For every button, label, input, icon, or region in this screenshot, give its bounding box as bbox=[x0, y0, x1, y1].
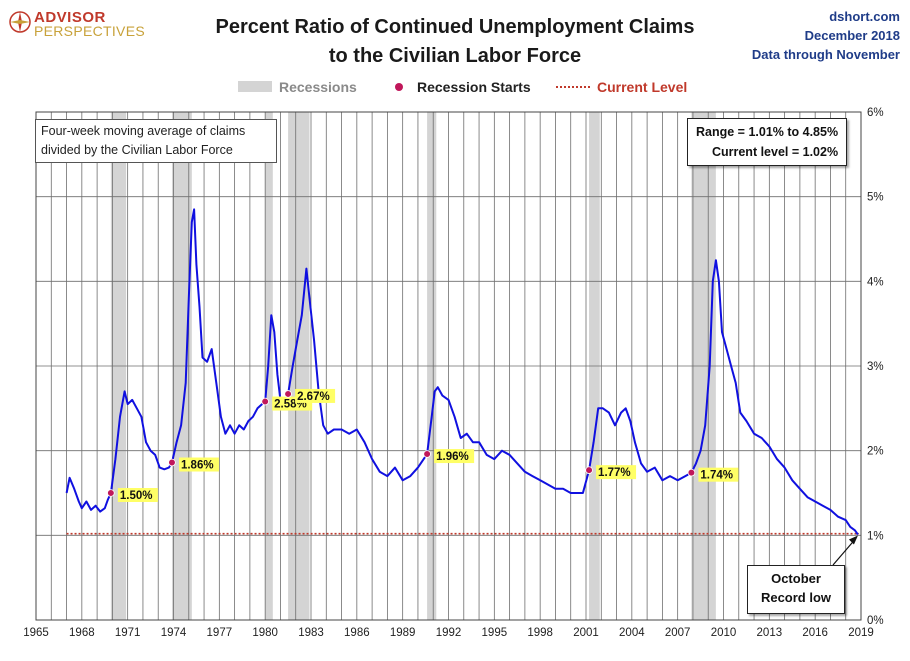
x-tick-label: 2010 bbox=[711, 627, 737, 639]
marker-label-background bbox=[596, 465, 637, 480]
recession-start-label: 1.50% bbox=[120, 490, 153, 502]
legend-recession-starts-label: Recession Starts bbox=[417, 79, 531, 95]
callout-line-2: Record low bbox=[760, 590, 832, 605]
recession-start-markers: 1.50%1.86%2.58%2.67%1.96%1.77% 1.74% bbox=[107, 388, 739, 502]
current-level-text: Current level = 1.02% bbox=[711, 145, 839, 159]
recession-start-marker bbox=[585, 466, 593, 474]
marker-label-background bbox=[178, 457, 219, 472]
callout-arrow-head bbox=[848, 535, 858, 545]
x-tick-label: 1980 bbox=[252, 627, 278, 639]
recession-start-marker bbox=[687, 468, 696, 477]
recession-start-marker bbox=[168, 458, 176, 467]
range-box: Range = 1.01% to 4.85% Current level = 1… bbox=[687, 118, 848, 166]
x-tick-label: 2016 bbox=[802, 627, 828, 639]
callout-arrow-line bbox=[832, 539, 856, 566]
x-tick-label: 1989 bbox=[390, 627, 416, 639]
recession-start-marker bbox=[107, 489, 115, 497]
plot-border bbox=[35, 111, 862, 621]
recession-start-dot-icon bbox=[395, 83, 403, 91]
note-line-2: divided by the Civilian Labor Force bbox=[41, 143, 233, 157]
callout-arrow bbox=[832, 535, 858, 566]
title-line-1: Percent Ratio of Continued Unemployment … bbox=[215, 16, 695, 38]
y-tick-label: 1% bbox=[867, 530, 884, 542]
method-note: Four-week moving average of claims divid… bbox=[35, 119, 277, 163]
advisor-perspectives-logo: ADVISOR PERSPECTIVES bbox=[9, 8, 145, 40]
compass-icon bbox=[9, 11, 31, 33]
marker-label-background bbox=[434, 449, 475, 464]
x-tick-label: 2007 bbox=[665, 627, 691, 639]
note-line-1: Four-week moving average of claims bbox=[41, 124, 246, 138]
recession-start-label: 1.86% bbox=[181, 460, 214, 472]
y-tick-label: 6% bbox=[867, 107, 884, 119]
x-tick-label: 2001 bbox=[573, 627, 599, 639]
legend-recessions-label: Recessions bbox=[279, 79, 357, 95]
recession-start-label: 2.67% bbox=[297, 391, 330, 403]
source-date: December 2018 bbox=[804, 28, 900, 43]
callout-line-1: October bbox=[771, 571, 821, 586]
x-tick-label: 1977 bbox=[207, 627, 233, 639]
legend: Recessions Recession Starts Current Leve… bbox=[0, 77, 910, 97]
y-tick-label: 4% bbox=[867, 276, 884, 288]
source-info: dshort.com December 2018 Data through No… bbox=[752, 7, 900, 64]
y-tick-label: 0% bbox=[867, 615, 884, 627]
legend-current-level-label: Current Level bbox=[597, 79, 688, 95]
x-tick-label: 2013 bbox=[757, 627, 783, 639]
recession-start-marker bbox=[423, 450, 431, 458]
x-tick-label: 1983 bbox=[298, 627, 324, 639]
x-tick-label: 2004 bbox=[619, 627, 645, 639]
x-tick-label: 1968 bbox=[69, 627, 95, 639]
recession-start-label: 1.96% bbox=[436, 451, 469, 463]
recession-swatch bbox=[238, 81, 272, 92]
range-text: Range = 1.01% to 4.85% bbox=[696, 125, 839, 139]
current-level-swatch bbox=[556, 86, 590, 88]
title-line-2: to the Civilian Labor Force bbox=[328, 45, 582, 67]
x-tick-label: 1998 bbox=[527, 627, 553, 639]
x-tick-label: 1992 bbox=[436, 627, 462, 639]
marker-label-background bbox=[698, 467, 739, 482]
marker-label-background bbox=[295, 388, 336, 403]
logo-line-1: ADVISOR bbox=[34, 9, 106, 26]
record-low-callout: October Record low bbox=[747, 565, 845, 614]
logo-line-2: PERSPECTIVES bbox=[34, 23, 145, 39]
x-tick-label: 1965 bbox=[23, 627, 49, 639]
x-tick-label: 1986 bbox=[344, 627, 370, 639]
x-tick-label: 2019 bbox=[848, 627, 874, 639]
x-tick-label: 1974 bbox=[161, 627, 187, 639]
gridlines bbox=[35, 111, 862, 621]
recession-start-marker bbox=[284, 390, 292, 398]
recession-start-label: 1.74% bbox=[700, 470, 733, 482]
recession-start-label: 1.77% bbox=[598, 467, 631, 479]
source-site: dshort.com bbox=[829, 9, 900, 24]
x-tick-label: 1995 bbox=[482, 627, 508, 639]
marker-label-background bbox=[117, 488, 158, 502]
y-tick-label: 3% bbox=[867, 361, 884, 373]
data-through: Data through November bbox=[751, 47, 900, 62]
y-tick-label: 2% bbox=[867, 446, 884, 458]
x-tick-label: 1971 bbox=[115, 627, 141, 639]
axis-tick-labels: 1965 1968 1971 1974 1977 1980 1983 1986 1989 1992… bbox=[23, 107, 883, 639]
recession-start-marker bbox=[261, 397, 269, 406]
y-tick-label: 5% bbox=[867, 192, 884, 204]
chart-title: Percent Ratio of Continued Unemployment … bbox=[150, 13, 760, 71]
